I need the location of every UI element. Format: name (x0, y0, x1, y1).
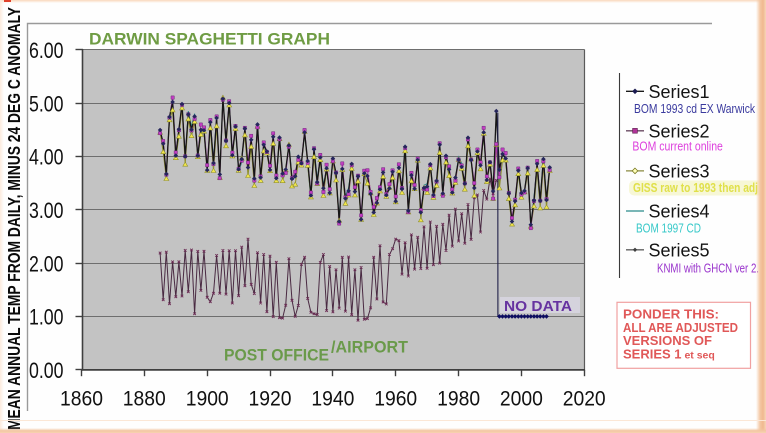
svg-text:1940: 1940 (311, 388, 354, 411)
svg-text:NO DATA: NO DATA (504, 299, 573, 315)
svg-text:Series4: Series4 (649, 202, 710, 222)
svg-text:POST OFFICE: POST OFFICE (224, 345, 329, 364)
svg-text:BOM 1993 cd EX Warwick: BOM 1993 cd EX Warwick (634, 102, 756, 116)
svg-text:ALL ARE ADJUSTED: ALL ARE ADJUSTED (623, 320, 738, 335)
svg-text:Series5: Series5 (649, 240, 710, 260)
svg-text:5.00: 5.00 (29, 91, 64, 116)
svg-text:1980: 1980 (437, 388, 480, 411)
svg-text:2.00: 2.00 (29, 251, 64, 276)
svg-text:VERSIONS OF: VERSIONS OF (623, 333, 712, 348)
svg-text:KNMI with GHCN ver 2.: KNMI with GHCN ver 2. (657, 262, 759, 276)
svg-text:BOM 1997 CD: BOM 1997 CD (636, 222, 701, 236)
svg-text:/AIRPORT: /AIRPORT (331, 338, 409, 357)
svg-text:BOM current online: BOM current online (632, 140, 723, 154)
svg-text:4.00: 4.00 (29, 145, 64, 170)
svg-text:6.00: 6.00 (29, 38, 64, 63)
svg-text:3.00: 3.00 (29, 198, 64, 223)
svg-text:PONDER THIS:: PONDER THIS: (623, 307, 719, 322)
svg-text:SERIES 1 et seq: SERIES 1 et seq (623, 346, 715, 361)
svg-text:GISS raw to 1993 then adj: GISS raw to 1993 then adj (633, 181, 758, 195)
svg-text:1880: 1880 (123, 388, 166, 411)
svg-text:Series1: Series1 (649, 82, 710, 102)
svg-text:Series2: Series2 (649, 121, 710, 141)
svg-text:1860: 1860 (60, 388, 103, 411)
svg-text:0.00: 0.00 (29, 358, 64, 383)
svg-text:1.00: 1.00 (29, 305, 64, 330)
svg-text:DARWIN SPAGHETTI GRAPH: DARWIN SPAGHETTI GRAPH (89, 30, 330, 49)
svg-text:1920: 1920 (249, 388, 292, 411)
svg-text:2020: 2020 (563, 388, 606, 411)
svg-text:1900: 1900 (186, 388, 229, 411)
svg-text:MEAN ANNUAL TEMP FROM DAILY, M: MEAN ANNUAL TEMP FROM DAILY, MINUS 24 DE… (4, 7, 24, 430)
svg-text:1960: 1960 (374, 388, 417, 411)
svg-text:Series3: Series3 (649, 162, 710, 182)
svg-text:2000: 2000 (500, 388, 543, 411)
